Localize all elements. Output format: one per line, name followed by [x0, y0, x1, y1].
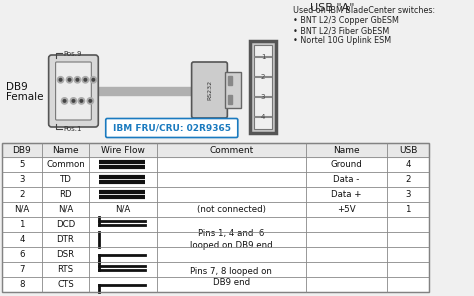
Bar: [250, 41, 276, 133]
Bar: [2, 143, 429, 292]
Text: Pins 7, 8 looped on
DB9 end: Pins 7, 8 looped on DB9 end: [191, 267, 272, 287]
Circle shape: [68, 78, 71, 81]
Text: 1: 1: [405, 205, 411, 214]
Text: Common: Common: [46, 160, 85, 169]
Text: 4: 4: [405, 160, 411, 169]
Text: N/A: N/A: [58, 205, 73, 214]
Text: • BNT L2/3 Fiber GbESM: • BNT L2/3 Fiber GbESM: [293, 26, 389, 35]
Text: Wire Flow: Wire Flow: [101, 146, 145, 155]
Text: +5V: +5V: [337, 205, 356, 214]
Text: DB9: DB9: [12, 146, 31, 155]
Text: DCD: DCD: [56, 220, 75, 229]
Text: N/A: N/A: [14, 205, 29, 214]
Circle shape: [59, 78, 62, 81]
Text: IBM FRU/CRU: 02R9365: IBM FRU/CRU: 02R9365: [113, 123, 231, 133]
Text: DB9: DB9: [6, 82, 27, 92]
Text: CTS: CTS: [57, 280, 74, 289]
Text: RS232: RS232: [207, 80, 212, 100]
Bar: [228, 95, 232, 104]
Circle shape: [76, 78, 79, 81]
Bar: [96, 87, 195, 95]
Circle shape: [90, 77, 97, 83]
Bar: [2, 232, 429, 247]
Circle shape: [82, 77, 89, 83]
Text: Pos.9: Pos.9: [64, 51, 82, 57]
Text: USB "A": USB "A": [310, 3, 355, 13]
Bar: [2, 217, 429, 232]
Bar: [2, 157, 429, 172]
Bar: [2, 187, 429, 202]
Text: Data -: Data -: [333, 175, 360, 184]
Circle shape: [63, 99, 66, 102]
Bar: [2, 247, 429, 262]
Bar: [2, 143, 429, 292]
FancyBboxPatch shape: [55, 62, 91, 120]
Text: 5: 5: [19, 160, 25, 169]
Text: (not connected): (not connected): [197, 205, 266, 214]
FancyBboxPatch shape: [49, 55, 98, 127]
Bar: [2, 202, 429, 217]
Text: • Nortel 10G Uplink ESM: • Nortel 10G Uplink ESM: [293, 36, 391, 45]
Text: 4: 4: [261, 114, 265, 120]
Text: Pos.1: Pos.1: [64, 126, 82, 132]
Circle shape: [84, 78, 87, 81]
Text: N/A: N/A: [116, 205, 131, 214]
Circle shape: [66, 77, 73, 83]
Circle shape: [80, 99, 82, 102]
Bar: [2, 172, 429, 187]
FancyBboxPatch shape: [191, 62, 228, 118]
Text: 7: 7: [19, 265, 25, 274]
Circle shape: [92, 78, 95, 81]
Text: 6: 6: [19, 250, 25, 259]
Circle shape: [74, 77, 81, 83]
Text: 3: 3: [19, 175, 25, 184]
Text: 2: 2: [405, 175, 411, 184]
Text: Comment: Comment: [209, 146, 254, 155]
Bar: [2, 277, 429, 292]
Circle shape: [72, 99, 75, 102]
Bar: [2, 143, 429, 157]
Circle shape: [87, 98, 93, 104]
Bar: [254, 45, 272, 129]
Text: 2: 2: [261, 74, 265, 80]
Circle shape: [61, 98, 68, 104]
Text: • BNT L2/3 Copper GbESM: • BNT L2/3 Copper GbESM: [293, 16, 399, 25]
Text: TD: TD: [60, 175, 72, 184]
Circle shape: [57, 77, 64, 83]
Text: DSR: DSR: [56, 250, 74, 259]
Text: Female: Female: [6, 92, 44, 102]
Circle shape: [78, 98, 84, 104]
Text: Data +: Data +: [331, 190, 362, 199]
FancyBboxPatch shape: [106, 118, 238, 138]
Text: 4: 4: [19, 235, 25, 244]
Text: Pins 1, 4 and  6
looped on DB9 end: Pins 1, 4 and 6 looped on DB9 end: [190, 229, 273, 250]
Text: USB: USB: [399, 146, 417, 155]
Text: 1: 1: [261, 54, 265, 60]
Text: 3: 3: [261, 94, 265, 100]
Bar: [2, 262, 429, 277]
Text: 2: 2: [19, 190, 25, 199]
Text: Name: Name: [52, 146, 79, 155]
Text: 3: 3: [405, 190, 411, 199]
Text: Ground: Ground: [331, 160, 362, 169]
Text: 8: 8: [19, 280, 25, 289]
Text: RTS: RTS: [57, 265, 73, 274]
Text: Used on IBM BladeCenter switches:: Used on IBM BladeCenter switches:: [293, 6, 435, 15]
Text: RD: RD: [59, 190, 72, 199]
Bar: [228, 76, 232, 85]
Circle shape: [89, 99, 91, 102]
Text: 1: 1: [19, 220, 25, 229]
Text: Name: Name: [333, 146, 360, 155]
Text: DTR: DTR: [56, 235, 74, 244]
Circle shape: [70, 98, 77, 104]
Bar: [225, 72, 241, 108]
